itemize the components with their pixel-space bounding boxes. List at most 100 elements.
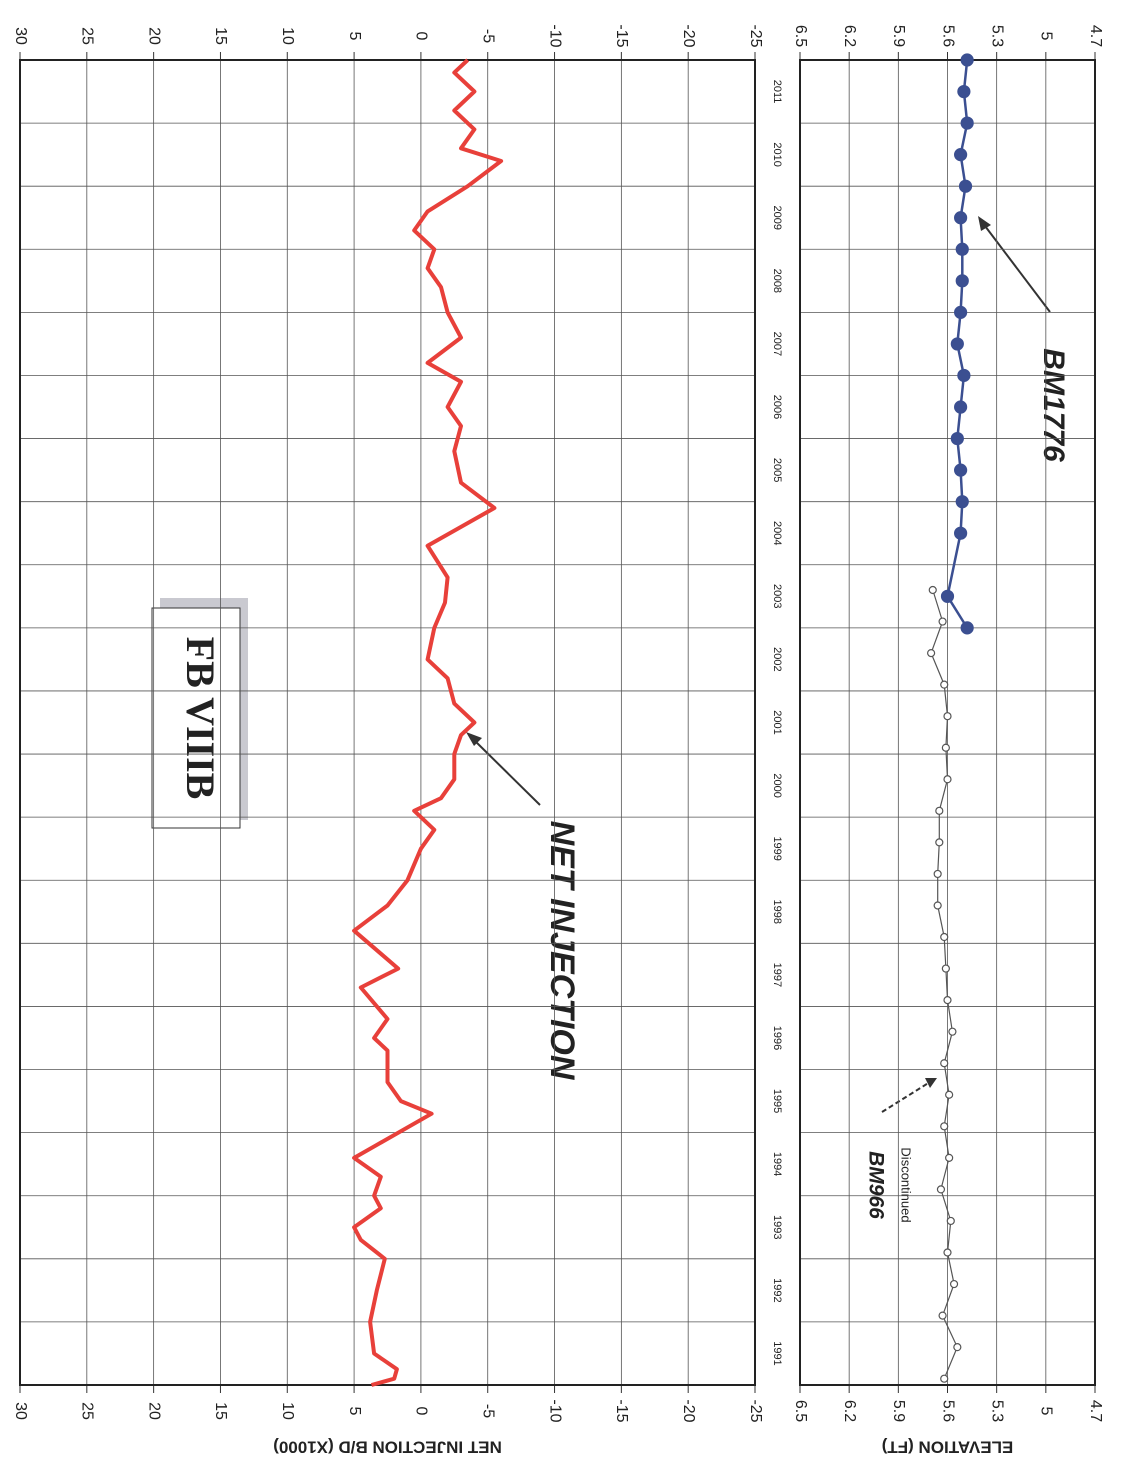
y-tick-label: 5.9 [890,1400,907,1422]
y-tick-label: 6.5 [792,1400,809,1422]
x-tick-label: 2000 [771,773,783,797]
y-tick-label: 4.7 [1087,1400,1104,1422]
data-point [948,1027,957,1036]
data-point [954,463,968,477]
y-tick-label: 10 [279,1402,296,1420]
y-tick-label: 5.6 [939,25,956,47]
y-tick-label: 10 [279,27,296,45]
data-point [955,274,969,288]
data-point [950,431,964,446]
y-tick-label: 20 [145,1402,162,1420]
series-annotation: BM1776 [1037,348,1070,462]
x-tick-label: 2004 [771,521,783,545]
x-tick-label: 2001 [771,710,783,734]
y-tick-label: 15 [212,1402,229,1420]
x-tick-label: 1999 [771,836,783,860]
series-annotation: BM966 [864,1151,887,1219]
y-tick-label: 5.9 [890,25,907,47]
y-tick-label: -10 [546,24,563,47]
data-point [936,1185,946,1194]
y-tick-label: 20 [145,27,162,45]
y-tick-label: 6.2 [841,1400,858,1422]
arrow-head [925,1078,937,1088]
data-point [940,680,949,689]
data-point [940,1059,949,1068]
y-tick-label: -15 [613,24,630,47]
title-box [151,607,241,829]
data-point [938,617,947,626]
y-tick-label: -10 [546,1399,563,1422]
data-point [960,621,974,635]
data-point [950,337,964,351]
y-tick-label: 6.2 [841,25,858,47]
arrow-head [466,732,482,746]
data-point [927,648,936,658]
data-point [940,1122,949,1131]
x-tick-label: 1997 [771,963,783,987]
data-point [954,305,968,319]
data-point [954,211,968,225]
series-line [930,589,958,1379]
data-point [957,368,971,383]
data-point [933,901,942,910]
axis-title: NET INJECTION B/D (X1000) [273,1438,502,1457]
data-point [946,1216,955,1226]
y-tick-label: 25 [79,1402,96,1420]
data-point [935,838,944,847]
data-point [955,495,969,509]
data-point [957,84,971,99]
x-tick-label: 1998 [771,900,783,924]
series-line [352,58,504,1387]
data-point [960,116,974,130]
x-tick-label: 2011 [771,80,783,104]
x-tick-label: 2008 [771,269,783,293]
y-tick-label: 5.3 [988,25,1005,47]
arrow [981,221,1051,313]
data-point [945,1090,954,1099]
data-point [928,585,937,595]
y-tick-label: -5 [479,1404,496,1418]
y-tick-label: -25 [747,1399,764,1422]
y-tick-label: 30 [12,1402,29,1420]
data-point [935,806,944,815]
note: Discontinued [899,1147,914,1222]
arrow [471,737,541,806]
data-point [953,1343,962,1352]
data-point [940,589,955,603]
plot-frame [799,59,1096,1386]
y-tick-label: -15 [613,1399,630,1422]
y-tick-label: -5 [479,29,496,43]
arrow-head [978,216,991,231]
y-tick-label: 15 [212,27,229,45]
y-tick-label: 5.3 [988,1400,1005,1422]
y-tick-label: 0 [413,32,430,41]
y-tick-label: 5.6 [939,1400,956,1422]
y-tick-label: 0 [413,1407,430,1416]
y-tick-label: -20 [680,24,697,47]
data-point [960,53,974,67]
data-point [954,526,968,540]
arrow [881,1081,931,1113]
data-point [949,1279,959,1289]
data-point [943,775,952,784]
y-tick-label: 5 [1038,32,1055,41]
x-tick-label: 2006 [771,395,783,419]
data-point [945,1153,954,1162]
x-tick-label: 1993 [771,1215,783,1239]
x-tick-label: 1992 [771,1278,783,1302]
y-tick-label: 6.5 [792,25,809,47]
x-tick-label: 1996 [771,1026,783,1050]
data-point [954,148,968,162]
x-tick-label: 2009 [771,205,783,229]
y-tick-label: 4.7 [1087,25,1104,47]
y-tick-label: 5 [1038,1407,1055,1416]
plot-frame [19,59,756,1386]
data-point [940,1374,949,1383]
y-tick-label: 5 [346,32,363,41]
y-tick-label: -20 [680,1399,697,1422]
data-point [943,712,952,721]
x-tick-label: 2003 [771,584,783,608]
data-point [943,1248,952,1257]
data-point [938,1311,947,1320]
